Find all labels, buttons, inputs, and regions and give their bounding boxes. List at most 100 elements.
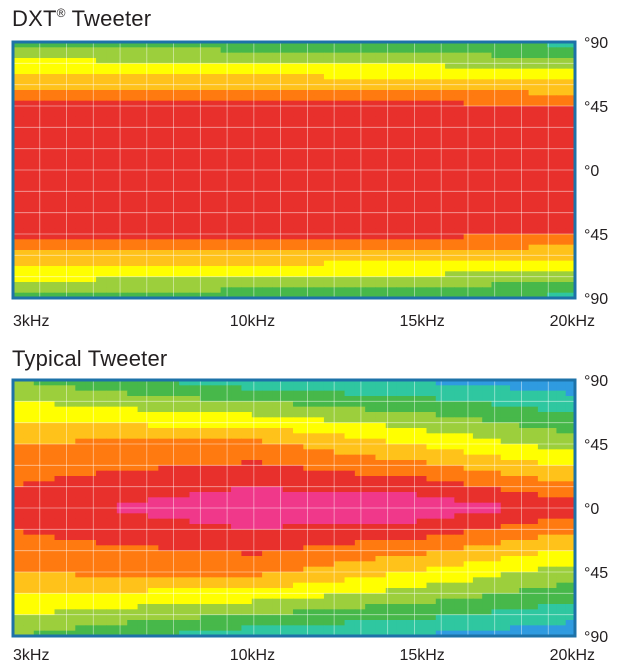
heatmap-cell [556,100,567,107]
heatmap-cell [313,58,325,64]
heatmap-cell [375,95,387,102]
heatmap-cell [396,422,407,429]
heatmap-cell [272,191,284,198]
heatmap-cell [137,250,149,256]
heatmap-cell [500,412,511,418]
heatmap-cell [375,529,387,536]
heatmap-cell [334,481,346,488]
heatmap-cell [445,111,455,118]
heatmap-cell [472,100,483,107]
heatmap-cell [482,497,493,504]
heatmap-cell [64,42,76,48]
heatmap-cell [365,550,377,557]
heatmap-cell [85,428,97,434]
heatmap-cell [23,385,35,392]
heatmap-cell [537,255,548,262]
heatmap-cell [426,159,437,166]
heatmap-cell [500,481,511,488]
heatmap-cell [64,588,76,594]
heatmap-cell [547,449,558,456]
heatmap-cell [33,433,45,440]
heatmap-cell [147,255,159,262]
heatmap-cell [272,132,284,139]
heatmap-cell [33,202,45,208]
heatmap-cell [189,68,201,75]
heatmap-cell [293,577,304,584]
heatmap-cell [251,385,263,392]
heatmap-cell [54,385,66,392]
heatmap-cell [385,42,397,48]
heatmap-cell [147,79,159,86]
heatmap-cell [96,529,108,536]
heatmap-cell [158,260,170,267]
heatmap-cell [463,486,474,493]
heatmap-cell [64,433,76,440]
heatmap-cell [500,518,511,525]
heatmap-cell [199,401,211,408]
heatmap-cell [482,191,493,198]
heatmap-cell [313,154,325,160]
heatmap-cell [313,438,325,445]
heatmap-cell [528,540,539,546]
heatmap-cell [303,406,315,413]
heatmap-cell [189,234,201,240]
heatmap-cell [85,159,97,166]
heatmap-cell [262,106,274,112]
heatmap-cell [354,534,366,541]
heatmap-cell [500,202,511,208]
heatmap-cell [116,58,128,64]
heatmap-cell [116,212,128,219]
heatmap-cell [454,481,465,488]
heatmap-cell [472,47,483,54]
heatmap-cell [96,148,108,155]
heatmap-cell [54,481,66,488]
heatmap-cell [106,502,118,509]
heatmap-cell [44,481,56,488]
heatmap-cell [33,593,45,600]
heatmap-cell [54,212,66,219]
heatmap-cell [463,428,474,434]
heatmap-cell [334,577,346,584]
heatmap-cell [445,186,455,192]
heatmap-cell [472,545,483,552]
heatmap-cell [127,255,139,262]
heatmap-cell [251,164,263,171]
heatmap-cell [13,422,24,429]
heatmap-cell [313,529,325,536]
heatmap-cell [75,561,87,568]
heatmap-cell [426,508,437,514]
heatmap-cell [491,513,502,520]
heatmap-cell [189,260,201,267]
heatmap-cell [303,476,315,482]
heatmap-cell [44,63,56,70]
heatmap-cell [354,239,366,246]
heatmap-cell [406,63,418,70]
heatmap-cell [537,218,548,224]
heatmap-cell [54,287,66,294]
heatmap-cell [64,207,76,214]
heatmap-cell [33,90,45,96]
heatmap-cell [500,68,511,75]
heatmap-cell [231,207,243,214]
heatmap-cell [75,244,87,251]
heatmap-cell [23,396,35,402]
heatmap-cell [54,465,66,472]
heatmap-cell [231,561,243,568]
heatmap-cell [241,218,253,224]
heatmap-cell [199,502,211,509]
heatmap-cell [344,228,356,235]
heatmap-cell [482,396,493,402]
heatmap-cell [210,438,222,445]
heatmap-cell [406,196,418,203]
heatmap-cell [416,572,428,578]
heatmap-cell [323,196,335,203]
heatmap-cell [365,454,377,461]
heatmap-cell [251,417,263,424]
heatmap-cell [547,428,558,434]
heatmap-cell [137,561,149,568]
heatmap-cell [282,266,294,272]
heatmap-cell [313,292,325,298]
heatmap-cell [303,417,315,424]
heatmap-cell [220,250,232,256]
heatmap-cell [54,180,66,187]
